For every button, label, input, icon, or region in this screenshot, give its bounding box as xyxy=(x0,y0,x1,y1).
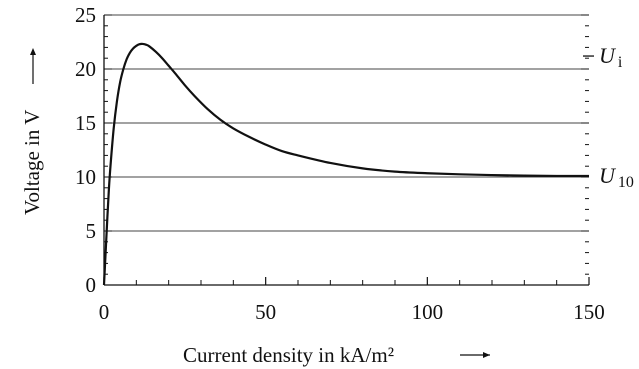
y-tick-label: 25 xyxy=(75,3,96,27)
x-tick-label: 100 xyxy=(412,300,444,324)
x-tick-label: 0 xyxy=(99,300,110,324)
y-tick-label: 10 xyxy=(75,165,96,189)
y-tick-label: 5 xyxy=(86,219,97,243)
x-axis-label: Current density in kA/m² xyxy=(183,343,394,367)
annotation-u10: U 10 xyxy=(599,163,634,191)
y-tick-labels: 0 5 10 15 20 25 xyxy=(75,3,96,297)
x-tick-label: 150 xyxy=(573,300,605,324)
grid-lines xyxy=(104,14,589,232)
x-axis-title: Current density in kA/m² xyxy=(183,343,490,367)
y-tick-label: 20 xyxy=(75,57,96,81)
y-axis-label: Voltage in V xyxy=(20,110,44,215)
x-axis-arrow-head xyxy=(483,352,490,358)
voltage-curve xyxy=(102,42,590,286)
x-tick-labels: 0 50 100 150 xyxy=(99,300,605,324)
y-axis-arrow-head xyxy=(30,48,36,55)
annotation-label: U 10 xyxy=(599,163,634,191)
y-tick-label: 15 xyxy=(75,111,96,135)
x-tick-label: 50 xyxy=(255,300,276,324)
y-tick-label: 0 xyxy=(86,273,97,297)
minor-ticks xyxy=(103,14,590,286)
y-axis-title: Voltage in V xyxy=(20,48,44,215)
